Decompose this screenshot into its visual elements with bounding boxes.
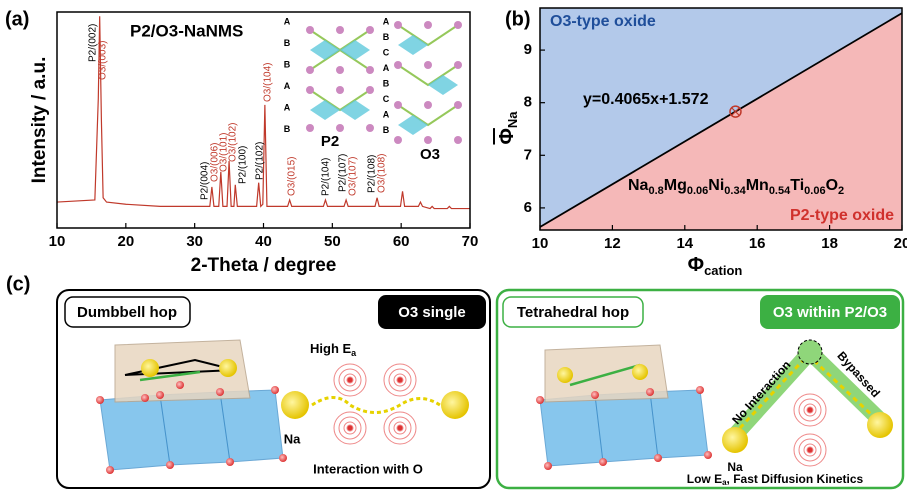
- y-tick-label: 7: [524, 146, 532, 163]
- x-tick-label: 20: [894, 235, 907, 252]
- na-ion: [867, 412, 893, 438]
- stacking-label: A: [383, 16, 390, 26]
- stacking-label: B: [284, 38, 291, 48]
- x-tick-label: 40: [255, 233, 272, 250]
- panel-label: (c): [6, 273, 30, 295]
- ion-label: Na: [284, 431, 301, 446]
- na-ion: [722, 427, 748, 453]
- na-ion: [281, 391, 309, 419]
- oxygen-sites: [312, 364, 440, 444]
- x-tick-label: 18: [821, 235, 838, 252]
- summary-prefix: Low E: [687, 472, 722, 486]
- octahedra: [536, 345, 712, 470]
- x-tick-label: 14: [676, 235, 693, 252]
- region-label: O3-type oxide: [550, 13, 656, 30]
- stacking-label: A: [284, 81, 291, 91]
- stacking-label: B: [383, 32, 390, 42]
- formula-element: Mn: [746, 177, 769, 194]
- peak-label: P2/(100): [238, 146, 249, 184]
- x-tick-label: 12: [604, 235, 621, 252]
- formula-element: Ni: [708, 177, 724, 194]
- oxygen-sites: [794, 394, 826, 466]
- stacking-label: B: [383, 125, 390, 135]
- mechanism: Tetrahedral hop: [517, 304, 629, 321]
- structure: O3 within P2/O3: [773, 304, 887, 321]
- x-tick-label: 10: [532, 235, 549, 252]
- stacking-label: A: [383, 109, 390, 119]
- stacking-label: A: [284, 16, 291, 26]
- formula-subscript: 2: [838, 185, 844, 197]
- tetra-site: [798, 340, 822, 364]
- x-tick-label: 70: [462, 233, 479, 250]
- stacking-label: B: [383, 78, 390, 88]
- axis-symbol: Φ: [496, 128, 518, 144]
- stacking-label: A: [383, 63, 390, 73]
- peak-label: O3/(003): [98, 41, 109, 80]
- x-tick-label: 10: [49, 233, 66, 250]
- formula-element: Ti: [790, 177, 804, 194]
- summary: Low Ea, Fast Diffusion Kinetics: [687, 472, 864, 487]
- axis-subscript: Na: [505, 111, 520, 128]
- equation: y=0.4065x+1.572: [583, 91, 709, 108]
- mechanism: Dumbbell hop: [77, 304, 177, 321]
- inset-label: O3: [420, 146, 440, 163]
- na-ion: [441, 391, 469, 419]
- stacking-label: A: [284, 102, 291, 112]
- x-tick-label: 30: [186, 233, 203, 250]
- formula-element: Mg: [664, 177, 687, 194]
- region-label: P2-type oxide: [790, 207, 894, 224]
- stacking-label: B: [284, 59, 291, 69]
- x-tick-label: 60: [393, 233, 410, 250]
- panel-label: (a): [5, 8, 29, 30]
- stacking-label: C: [383, 94, 390, 104]
- peak-label: O3/(107): [348, 157, 359, 196]
- summary-suffix: , Fast Diffusion Kinetics: [727, 472, 864, 486]
- octahedra: [96, 340, 287, 474]
- x-tick-label: 20: [117, 233, 134, 250]
- formula-subscript: 0.06: [687, 185, 708, 197]
- stacking-label: C: [383, 47, 390, 57]
- x-tick-label: 50: [324, 233, 341, 250]
- formula-subscript: 0.34: [724, 185, 746, 197]
- peak-label: P2/(102): [255, 142, 266, 180]
- inset-label: P2: [321, 133, 339, 150]
- barrier-text: High E: [310, 341, 351, 356]
- axis-label: Φcation: [688, 254, 743, 278]
- stacking-label: B: [284, 124, 291, 134]
- structure: O3 single: [398, 304, 466, 321]
- formula-subscript: 0.06: [804, 185, 825, 197]
- x-axis-label: 2-Theta / degree: [191, 255, 337, 276]
- peak-label: O3/(015): [287, 157, 298, 196]
- y-tick-label: 9: [524, 41, 532, 58]
- barrier-sub: a: [351, 348, 357, 358]
- axis-label: ΦNa: [496, 111, 520, 145]
- axis-symbol: Φ: [688, 254, 704, 276]
- formula-element: O: [826, 177, 838, 194]
- formula-element: Na: [628, 177, 649, 194]
- figure: (c) Dumbbell hop O3 single High Ea Na In…: [0, 0, 907, 492]
- y-tick-label: 8: [524, 94, 532, 111]
- peak-label: O3/(104): [263, 63, 274, 102]
- chart-title: P2/O3-NaNMS: [130, 21, 243, 40]
- formula-subscript: 0.54: [769, 185, 791, 197]
- axis-subscript: cation: [704, 263, 742, 278]
- x-tick-label: 16: [749, 235, 766, 252]
- barrier-label: High Ea: [310, 341, 357, 358]
- formula-subscript: 0.8: [648, 185, 663, 197]
- peak-label: P2/(104): [321, 158, 332, 196]
- note: Interaction with O: [313, 461, 423, 476]
- y-tick-label: 6: [524, 199, 532, 216]
- y-axis-label: Intensity / a.u.: [29, 57, 50, 184]
- peak-label: O3/(108): [377, 154, 388, 193]
- panel-label: (b): [505, 8, 531, 30]
